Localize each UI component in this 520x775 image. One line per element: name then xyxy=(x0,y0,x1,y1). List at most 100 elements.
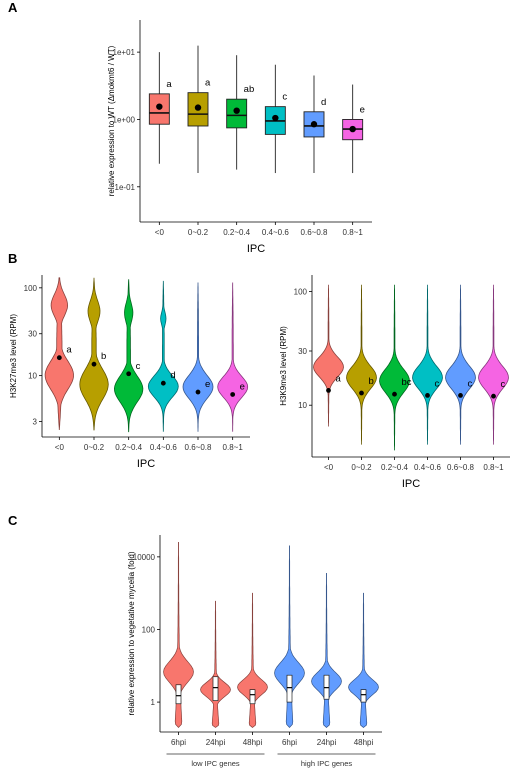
significance-letter: a xyxy=(205,78,211,89)
x-tick-label: 0.2~0.4 xyxy=(223,228,250,237)
y-tick-label: 1 xyxy=(151,698,156,707)
x-tick-label: 0~0.2 xyxy=(84,443,105,452)
box-mean-point xyxy=(233,107,240,114)
y-tick-label: 100 xyxy=(24,284,38,293)
x-tick-label: 24hpi xyxy=(317,738,337,747)
axes-B-left: 3 10 30 100 <0 0~0.2 0.2~0.4 0.4~0.6 0.6~0.8 0.8~… xyxy=(9,275,250,470)
y-axis-label: H3K27me3 level (RPM) xyxy=(9,314,18,398)
x-tick-label: <0 xyxy=(55,443,65,452)
x-tick-label: 0.6~0.8 xyxy=(301,228,328,237)
inner-box xyxy=(249,689,256,705)
violin-mean-point xyxy=(326,387,331,393)
x-tick-label: <0 xyxy=(155,228,165,237)
box-mean-point xyxy=(194,104,202,111)
group-label: high IPC genes xyxy=(301,759,353,768)
x-tick-label: 0.2~0.4 xyxy=(115,443,142,452)
inner-box xyxy=(286,674,293,703)
y-tick-label: 10 xyxy=(28,372,37,381)
significance-letter: e xyxy=(205,379,210,390)
y-tick-label: 1e+00 xyxy=(113,115,136,124)
violin-mean-point xyxy=(425,392,430,398)
box-3: c xyxy=(264,64,287,174)
x-axis-label: IPC xyxy=(247,243,265,255)
violin-body xyxy=(412,284,443,445)
box-mean-point xyxy=(272,114,279,122)
violin-body xyxy=(147,280,179,432)
box-mean-point xyxy=(310,121,318,128)
violin-body xyxy=(445,284,476,445)
violin-2 xyxy=(237,592,268,728)
box-4: d xyxy=(303,75,326,174)
violin-3: d xyxy=(147,280,179,432)
box-mean-point xyxy=(349,125,356,133)
x-tick-label: 0.8~1 xyxy=(343,228,364,237)
violin-body xyxy=(346,284,377,445)
violin-mean-point xyxy=(56,355,62,361)
violin-mean-point xyxy=(359,390,364,396)
violin-mean-point xyxy=(491,393,496,399)
inner-box xyxy=(360,689,367,703)
x-tick-label: 48hpi xyxy=(243,738,263,747)
violin-5: e xyxy=(217,282,249,432)
significance-letter: d xyxy=(321,97,326,108)
y-axis-label: H3K9me3 level (RPM) xyxy=(279,326,288,406)
violin-body xyxy=(217,282,249,432)
violin-body xyxy=(379,284,410,451)
significance-letter: a xyxy=(66,345,72,356)
violin-0: a xyxy=(313,284,344,427)
violin-body xyxy=(348,592,379,728)
x-tick-label: 0.6~0.8 xyxy=(185,443,212,452)
x-tick-label: 0~0.2 xyxy=(188,228,209,237)
violin-body xyxy=(274,545,305,729)
violin-body xyxy=(113,279,144,433)
axes-A: 1e-01 1e+00 1e+01 <0 0~0.2 0.2~0.4 0.4~0.6 0.6~… xyxy=(107,20,372,255)
inner-box xyxy=(212,676,219,701)
significance-letter: a xyxy=(166,79,172,90)
group-label: low IPC genes xyxy=(191,759,240,768)
box-2: ab xyxy=(226,55,255,170)
significance-letter: c xyxy=(136,361,141,372)
significance-letter: b xyxy=(101,351,106,362)
x-tick-label: 0.6~0.8 xyxy=(447,463,474,472)
violin-mean-point xyxy=(458,392,463,398)
x-tick-label: 6hpi xyxy=(171,738,186,747)
x-tick-label: 0.4~0.6 xyxy=(262,228,289,237)
y-tick-label: 1e-01 xyxy=(115,183,136,192)
y-tick-label: 100 xyxy=(294,288,308,297)
significance-letter: d xyxy=(170,370,175,381)
violin-body xyxy=(163,542,194,729)
x-tick-label: 0~0.2 xyxy=(351,463,372,472)
box-mean-point xyxy=(156,103,163,110)
violin-mean-point xyxy=(195,389,201,395)
violin-mean-point xyxy=(392,391,397,397)
significance-letter: c xyxy=(501,379,506,390)
violin-0 xyxy=(163,542,194,729)
panel-label-C: C xyxy=(8,513,18,528)
violin-body xyxy=(79,277,109,431)
y-tick-label: 3 xyxy=(33,418,38,427)
x-axis-label: IPC xyxy=(137,458,155,470)
x-tick-label: 24hpi xyxy=(206,738,226,747)
box-0: a xyxy=(148,52,172,164)
violin-1 xyxy=(200,600,231,728)
x-tick-label: 0.2~0.4 xyxy=(381,463,408,472)
y-tick-label: 1e+01 xyxy=(113,48,136,57)
x-axis-label: IPC xyxy=(402,478,420,490)
violin-5: c xyxy=(478,284,509,445)
x-tick-label: 0.8~1 xyxy=(483,463,504,472)
box-5: e xyxy=(342,84,365,174)
x-tick-label: <0 xyxy=(324,463,334,472)
significance-letter: a xyxy=(336,373,342,384)
significance-letter: ab xyxy=(244,84,255,95)
y-tick-label: 10000 xyxy=(133,553,156,562)
axes-C: 1 100 10000 6hpi 24hpi 48hpi 6hpi 24hpi 48hpi rel… xyxy=(127,535,382,768)
y-axis-label: relative expression to vegetative myceli… xyxy=(127,551,136,715)
y-tick-label: 30 xyxy=(28,330,37,339)
violin-3: c xyxy=(412,284,443,445)
violin-body xyxy=(200,600,231,728)
violin-body xyxy=(182,282,214,432)
violin-body xyxy=(311,573,342,728)
violin-mean-point xyxy=(91,361,97,367)
x-tick-label: 6hpi xyxy=(282,738,297,747)
